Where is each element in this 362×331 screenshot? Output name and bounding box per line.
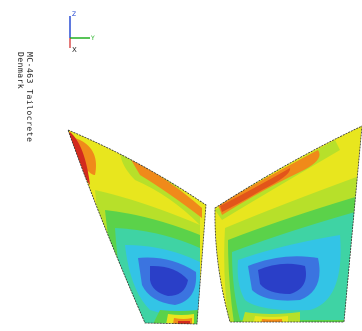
- right-dam-outline: [214, 125, 362, 323]
- left-dam-contour: [68, 130, 206, 324]
- right-dam-contour: [214, 126, 362, 330]
- right-band-bottom-red: [266, 322, 278, 330]
- z-axis-label: Z: [72, 11, 76, 18]
- x-axis-label: X: [72, 46, 77, 53]
- axis-triad-icon: Z Y X: [69, 11, 95, 53]
- left-dam-outline: [67, 129, 207, 325]
- right-band-bottom-orange: [260, 319, 282, 322]
- right-band-deepblue: [258, 263, 306, 294]
- left-band-deepblue: [150, 265, 188, 296]
- left-band-orange-upper: [130, 158, 202, 218]
- y-axis-label: Y: [90, 35, 95, 42]
- right-band-redorange: [220, 168, 291, 212]
- right-band-bottom-yellow: [252, 316, 288, 322]
- left-band-bottom-red: [178, 321, 190, 324]
